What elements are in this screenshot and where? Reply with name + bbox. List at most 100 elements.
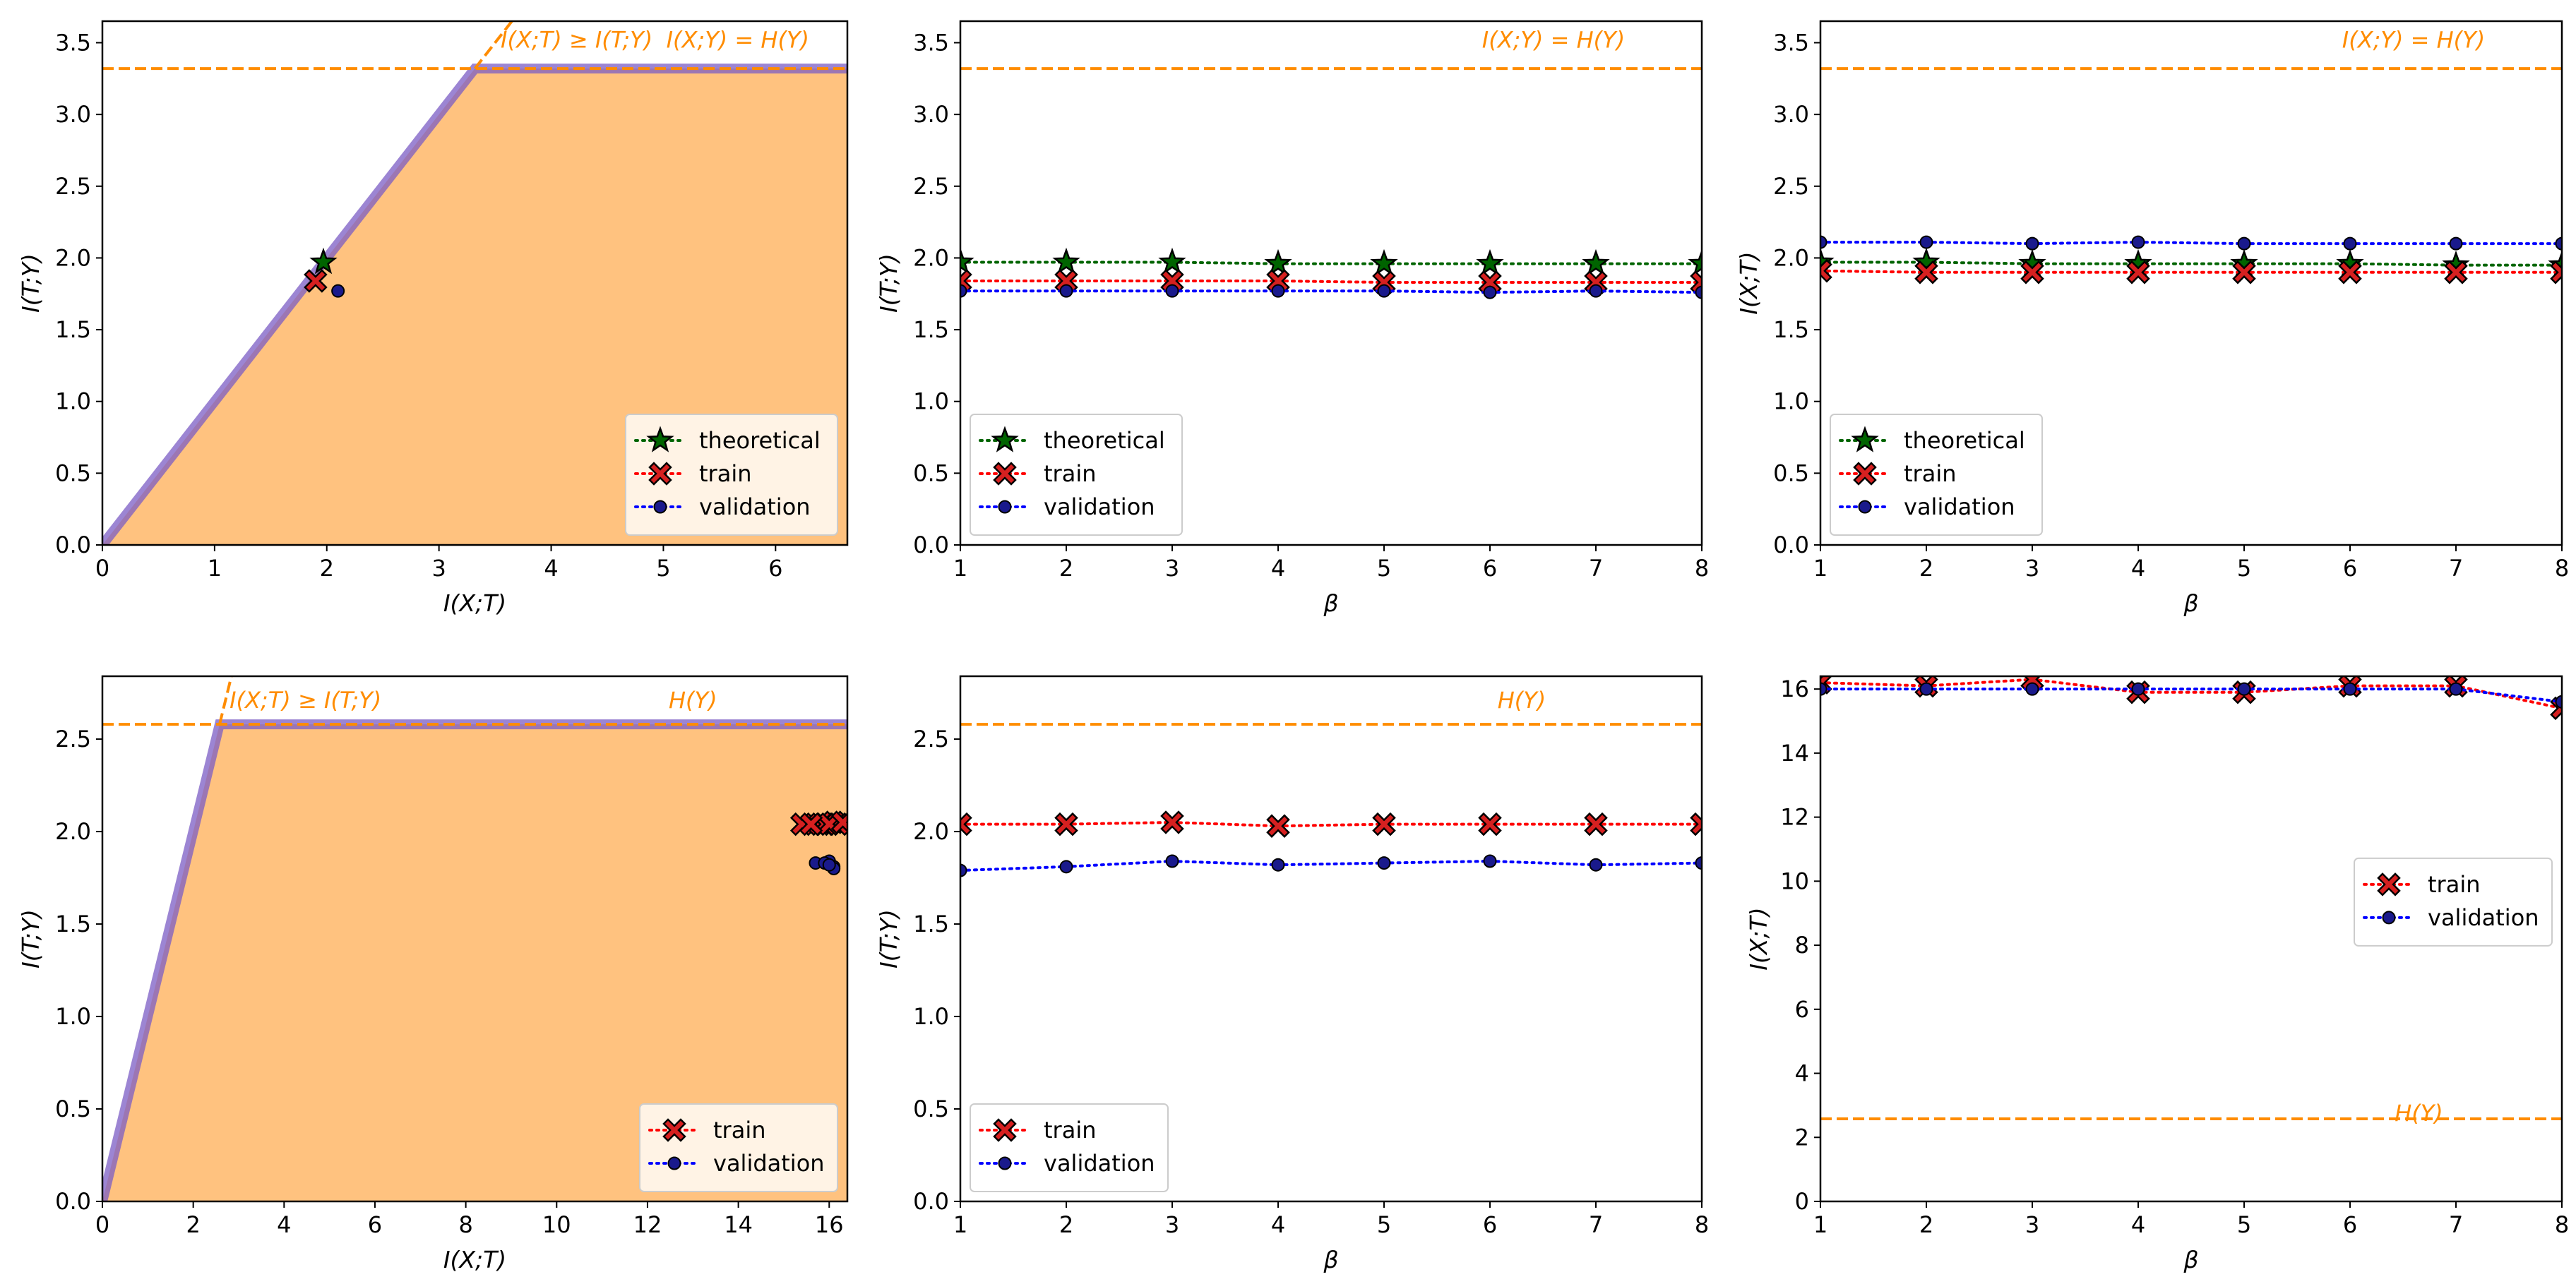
point-theoretical bbox=[1052, 247, 1080, 275]
legend-box bbox=[639, 1103, 838, 1192]
y-axis-label: I(T;Y) bbox=[17, 253, 44, 313]
y-axis-label: I(T;Y) bbox=[17, 909, 44, 968]
y-tick-label: 2 bbox=[1795, 1124, 1809, 1151]
legend-marker bbox=[993, 462, 1017, 486]
y-tick-label: 0.5 bbox=[913, 1096, 949, 1122]
x-tick-label: 8 bbox=[2555, 555, 2569, 582]
x-tick-label: 1 bbox=[1813, 555, 1827, 582]
point-train bbox=[1160, 269, 1184, 293]
legend-marker bbox=[1853, 462, 1877, 486]
legend-label: train bbox=[1044, 460, 1096, 487]
legend: theoretical train validation bbox=[625, 414, 838, 536]
x-tick-label: 4 bbox=[1271, 555, 1285, 582]
point-validation bbox=[2343, 236, 2357, 251]
legend-label: validation bbox=[1904, 493, 2015, 520]
legend: theoretical train validation bbox=[970, 414, 1183, 536]
point-theoretical bbox=[1582, 248, 1610, 276]
legend-entry-validation: validation bbox=[979, 1150, 1155, 1177]
y-tick-label: 3.0 bbox=[1773, 101, 1809, 128]
x-tick-label: 1 bbox=[953, 1211, 967, 1238]
point-validation bbox=[1589, 284, 1603, 298]
y-tick-label: 3.5 bbox=[913, 29, 949, 56]
point-train bbox=[1054, 269, 1078, 293]
legend-label: theoretical bbox=[699, 427, 821, 454]
x-tick-label: 16 bbox=[815, 1211, 844, 1238]
legend-marker bbox=[662, 1118, 686, 1142]
legend-label: train bbox=[1044, 1117, 1096, 1144]
axes-frame bbox=[101, 675, 849, 1203]
point-theoretical bbox=[309, 247, 338, 275]
x-tick-label: 6 bbox=[1483, 555, 1497, 582]
series-train bbox=[1820, 258, 2562, 284]
y-tick-label: 2.0 bbox=[913, 818, 949, 845]
legend: theoretical train validation bbox=[1830, 414, 2043, 536]
annotation: H(Y) bbox=[669, 687, 717, 714]
legend-entry-train: train bbox=[634, 460, 751, 487]
legend-box bbox=[1830, 414, 2043, 536]
series-line-theoretical bbox=[960, 260, 1702, 265]
diagonal-bound bbox=[218, 676, 233, 725]
point-theoretical bbox=[960, 247, 974, 275]
point-train bbox=[1690, 812, 1702, 836]
subplot-p4: I(X;T) ≥ I(T;Y) H(Y) 0 2 4 6 8 10 12 14 16 0.0 0.5 1.… bbox=[17, 675, 849, 1273]
legend: train validation bbox=[970, 1103, 1169, 1192]
legend: train validation bbox=[2354, 857, 2553, 947]
point-validation bbox=[1165, 854, 1179, 868]
x-tick-label: 8 bbox=[458, 1211, 472, 1238]
y-tick-label: 1.0 bbox=[1773, 388, 1809, 415]
point-theoretical bbox=[1158, 247, 1186, 275]
y-tick-label: 3.0 bbox=[55, 101, 91, 128]
legend-label: train bbox=[2428, 871, 2480, 898]
y-tick-label: 0 bbox=[1795, 1188, 1809, 1215]
y-tick-label: 0.0 bbox=[1773, 532, 1809, 558]
point-validation bbox=[1483, 285, 1497, 299]
point-validation bbox=[2343, 682, 2357, 696]
legend-entry-validation: validation bbox=[634, 493, 811, 520]
series-train bbox=[960, 810, 1702, 838]
annotation: I(X;Y) = H(Y) bbox=[2342, 26, 2485, 53]
legend-label: validation bbox=[1044, 493, 1155, 520]
point-theoretical bbox=[1264, 248, 1292, 276]
y-axis-label: I(T;Y) bbox=[875, 909, 902, 968]
x-tick-label: 8 bbox=[1695, 555, 1709, 582]
y-tick-label: 1.5 bbox=[1773, 316, 1809, 343]
legend-entry-train: train bbox=[979, 1117, 1096, 1144]
x-tick-label: 6 bbox=[1483, 1211, 1497, 1238]
series-theoretical bbox=[960, 247, 1702, 276]
x-tick-label: 6 bbox=[2343, 555, 2357, 582]
series-theoretical bbox=[309, 247, 338, 275]
point-validation bbox=[822, 858, 836, 872]
legend-entry-train: train bbox=[2363, 871, 2480, 898]
point-train bbox=[1054, 812, 1078, 836]
x-tick-label: 3 bbox=[2025, 1211, 2039, 1238]
x-tick-label: 2 bbox=[1919, 555, 1933, 582]
point-train bbox=[1266, 814, 1290, 838]
series-validation bbox=[331, 284, 345, 298]
legend-box bbox=[970, 1103, 1169, 1192]
x-tick-label: 10 bbox=[542, 1211, 571, 1238]
plot-area bbox=[960, 67, 1702, 299]
x-axis-label: β bbox=[2183, 1246, 2198, 1273]
legend-entry-train: train bbox=[1839, 460, 1956, 487]
annotation: H(Y) bbox=[1498, 687, 1546, 714]
legend-label: theoretical bbox=[1904, 427, 2025, 454]
legend-label: train bbox=[699, 460, 751, 487]
y-tick-label: 0.0 bbox=[913, 532, 949, 558]
legend-marker bbox=[653, 500, 667, 514]
series-validation bbox=[809, 854, 841, 875]
legend-entry-theoretical: theoretical bbox=[1839, 426, 2025, 454]
point-validation bbox=[1271, 284, 1285, 298]
x-tick-label: 0 bbox=[95, 1211, 109, 1238]
legend-label: theoretical bbox=[1044, 427, 1165, 454]
x-tick-label: 14 bbox=[724, 1211, 753, 1238]
x-tick-label: 5 bbox=[656, 555, 670, 582]
point-validation bbox=[1919, 682, 1933, 696]
y-tick-label: 0.5 bbox=[1773, 460, 1809, 486]
y-axis-label: I(X;T) bbox=[1745, 907, 1772, 970]
point-validation bbox=[2025, 682, 2039, 696]
subplot-p3: I(X;Y) = H(Y) 1 2 3 4 5 6 7 8 0.0 0.5 1.0 1.5 2.0 2.5 3… bbox=[1735, 20, 2569, 617]
y-tick-label: 1.0 bbox=[55, 388, 91, 415]
point-validation bbox=[1377, 284, 1391, 298]
legend-label: validation bbox=[699, 493, 811, 520]
x-tick-label: 8 bbox=[1695, 1211, 1709, 1238]
